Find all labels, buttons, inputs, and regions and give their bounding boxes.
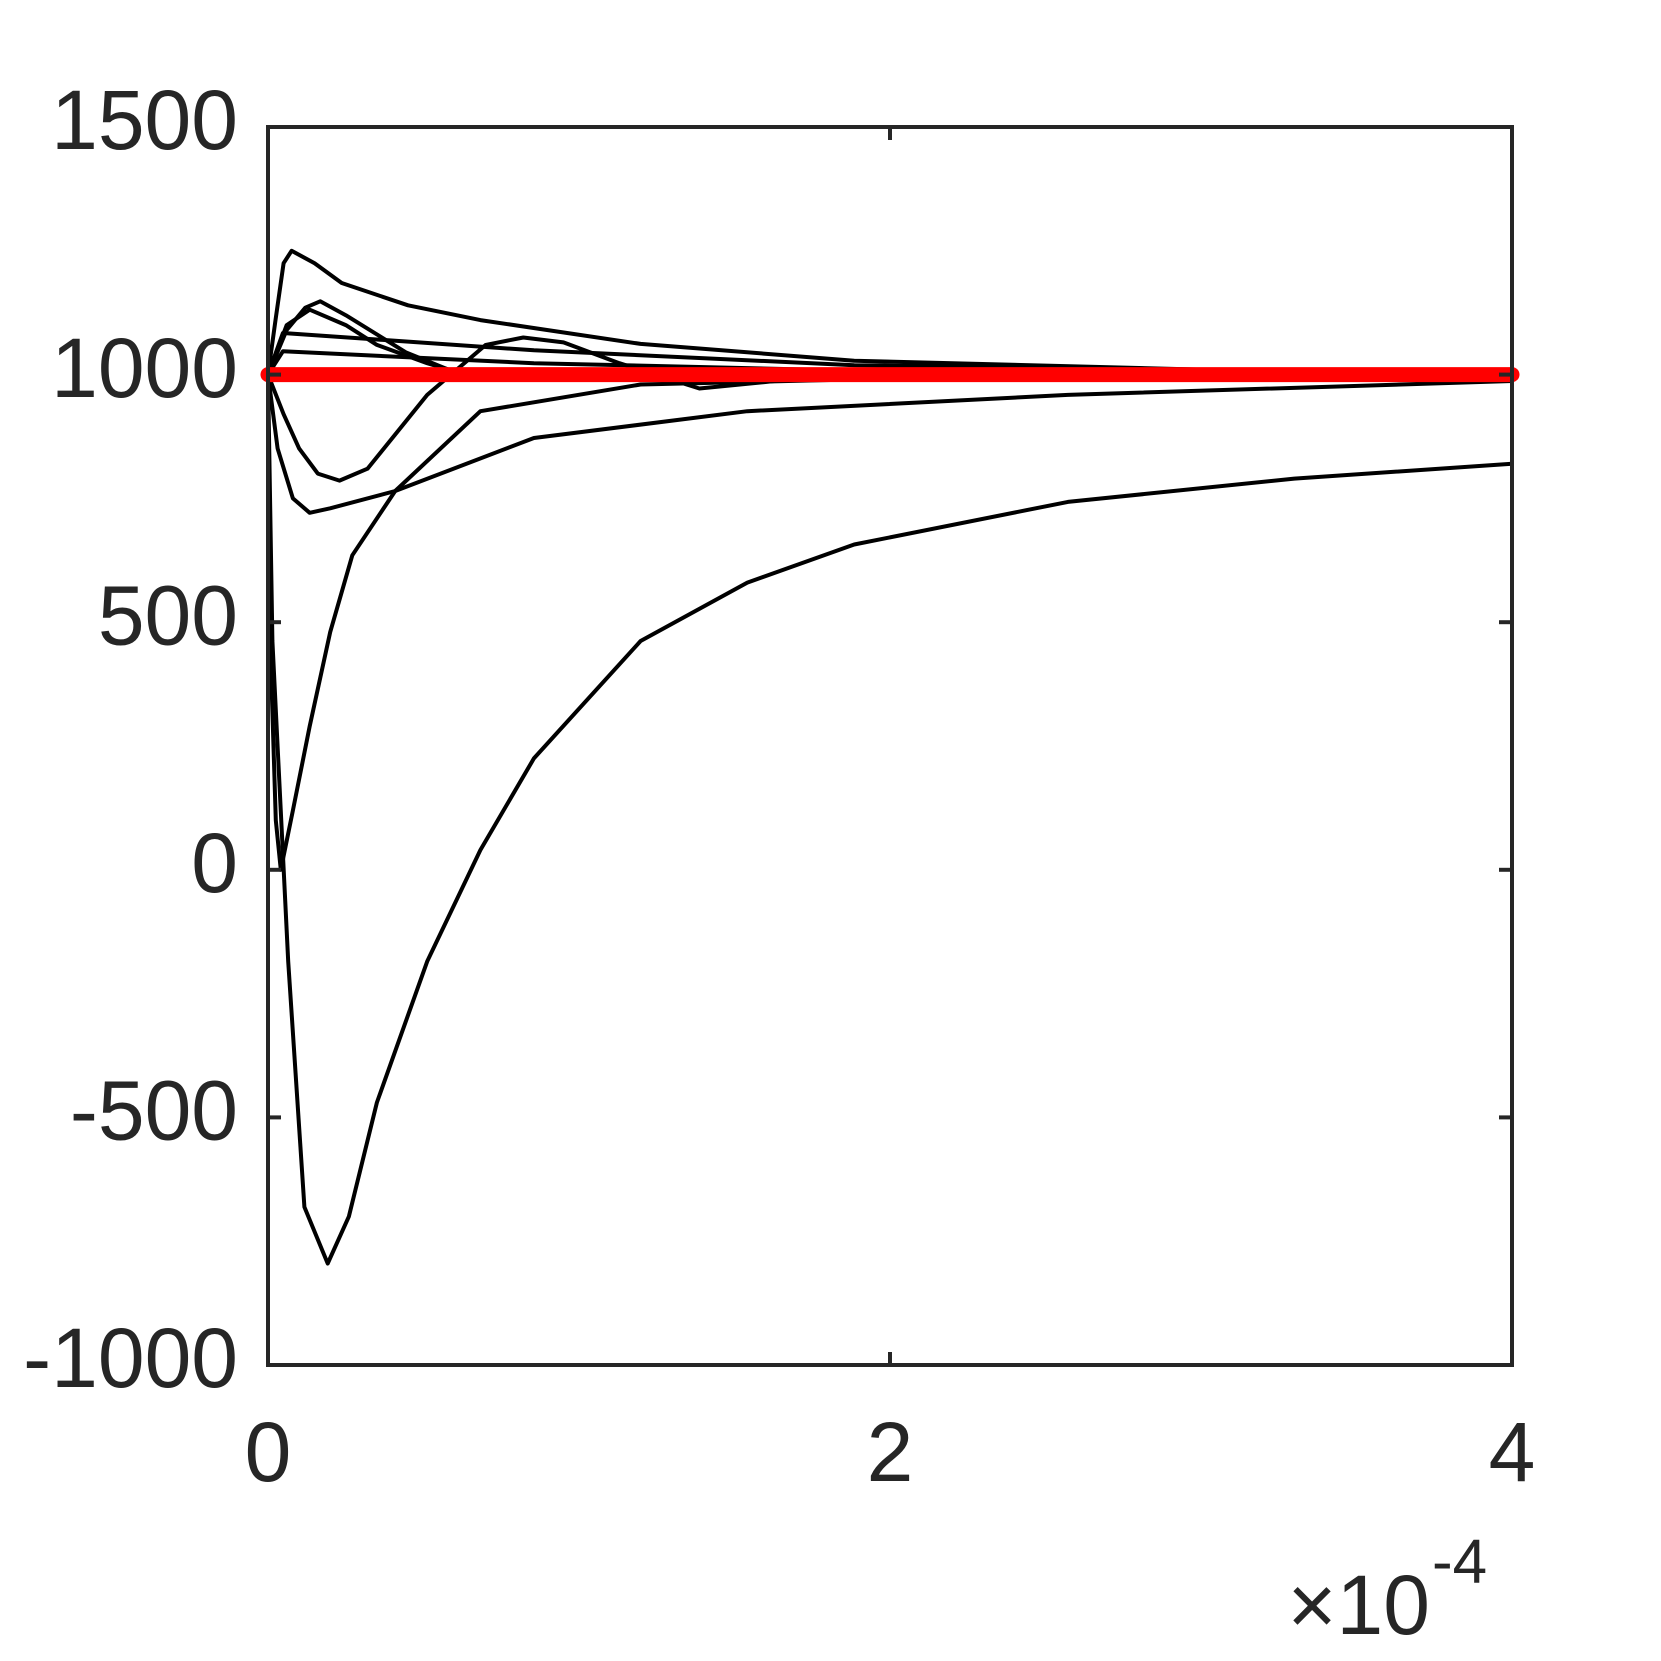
x-multiplier-exponent: -4 [1432,1527,1487,1596]
y-tick-label: 500 [98,568,238,662]
data-line [266,372,1514,872]
x-tick-label: 0 [245,1405,292,1499]
y-tick-label: 1000 [51,321,238,415]
y-tick-label: 0 [191,816,238,910]
y-tick-label: -1000 [23,1311,238,1405]
y-tick-label: -500 [70,1064,238,1158]
data-line [266,372,1514,1266]
x-tick-label: 2 [867,1405,914,1499]
axes-box [266,125,1514,1367]
y-tick-label: 1500 [51,73,238,167]
data-line [266,372,1514,515]
x-multiplier: ×10 [1288,1558,1431,1652]
x-tick-label: 4 [1489,1405,1536,1499]
data-line [266,248,1514,377]
